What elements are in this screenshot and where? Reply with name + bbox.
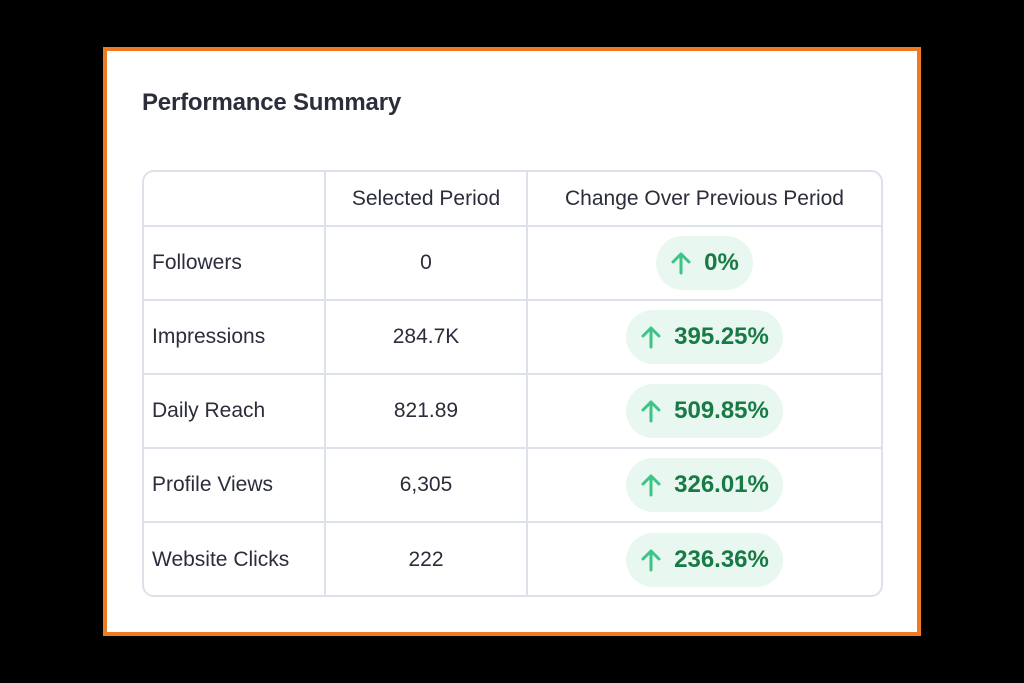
metric-value: 821.89	[325, 374, 528, 449]
metric-change-cell: 0%	[527, 226, 881, 301]
summary-table: Selected Period Change Over Previous Per…	[142, 170, 883, 597]
performance-summary-card: Performance Summary Selected Period Chan…	[103, 47, 921, 636]
metric-value: 222	[325, 522, 528, 595]
change-value: 326.01%	[674, 471, 769, 498]
table-row: Website Clicks 222 236.36%	[144, 522, 881, 595]
metric-change-cell: 395.25%	[527, 300, 881, 375]
table-row: Followers 0 0%	[144, 226, 881, 301]
change-badge: 0%	[656, 236, 753, 290]
arrow-up-icon	[640, 325, 662, 349]
metric-change-cell: 509.85%	[527, 374, 881, 449]
table-header-row: Selected Period Change Over Previous Per…	[144, 172, 881, 227]
metric-change-cell: 326.01%	[527, 448, 881, 523]
card-title: Performance Summary	[142, 89, 401, 116]
column-header-metric	[144, 172, 326, 227]
arrow-up-icon	[640, 548, 662, 572]
arrow-up-icon	[670, 251, 692, 275]
change-badge: 236.36%	[626, 532, 783, 587]
table-row: Impressions 284.7K 395.25%	[144, 300, 881, 375]
table-row: Profile Views 6,305 326.01%	[144, 448, 881, 523]
change-badge: 395.25%	[626, 310, 783, 364]
change-value: 395.25%	[674, 323, 769, 350]
arrow-up-icon	[640, 399, 662, 423]
column-header-selected-period: Selected Period	[325, 172, 528, 227]
metric-name: Followers	[144, 226, 326, 301]
change-value: 509.85%	[674, 397, 769, 424]
change-value: 236.36%	[674, 545, 769, 573]
metric-name: Impressions	[144, 300, 326, 375]
arrow-up-icon	[640, 473, 662, 497]
change-value: 0%	[704, 249, 739, 276]
metric-change-cell: 236.36%	[527, 522, 881, 595]
metric-name: Daily Reach	[144, 374, 326, 449]
metric-value: 0	[325, 226, 528, 301]
change-badge: 326.01%	[626, 458, 783, 512]
column-header-change: Change Over Previous Period	[527, 172, 881, 227]
metric-value: 6,305	[325, 448, 528, 523]
metric-value: 284.7K	[325, 300, 528, 375]
table-row: Daily Reach 821.89 509.85%	[144, 374, 881, 449]
metric-name: Profile Views	[144, 448, 326, 523]
change-badge: 509.85%	[626, 384, 783, 438]
metric-name: Website Clicks	[144, 522, 326, 595]
